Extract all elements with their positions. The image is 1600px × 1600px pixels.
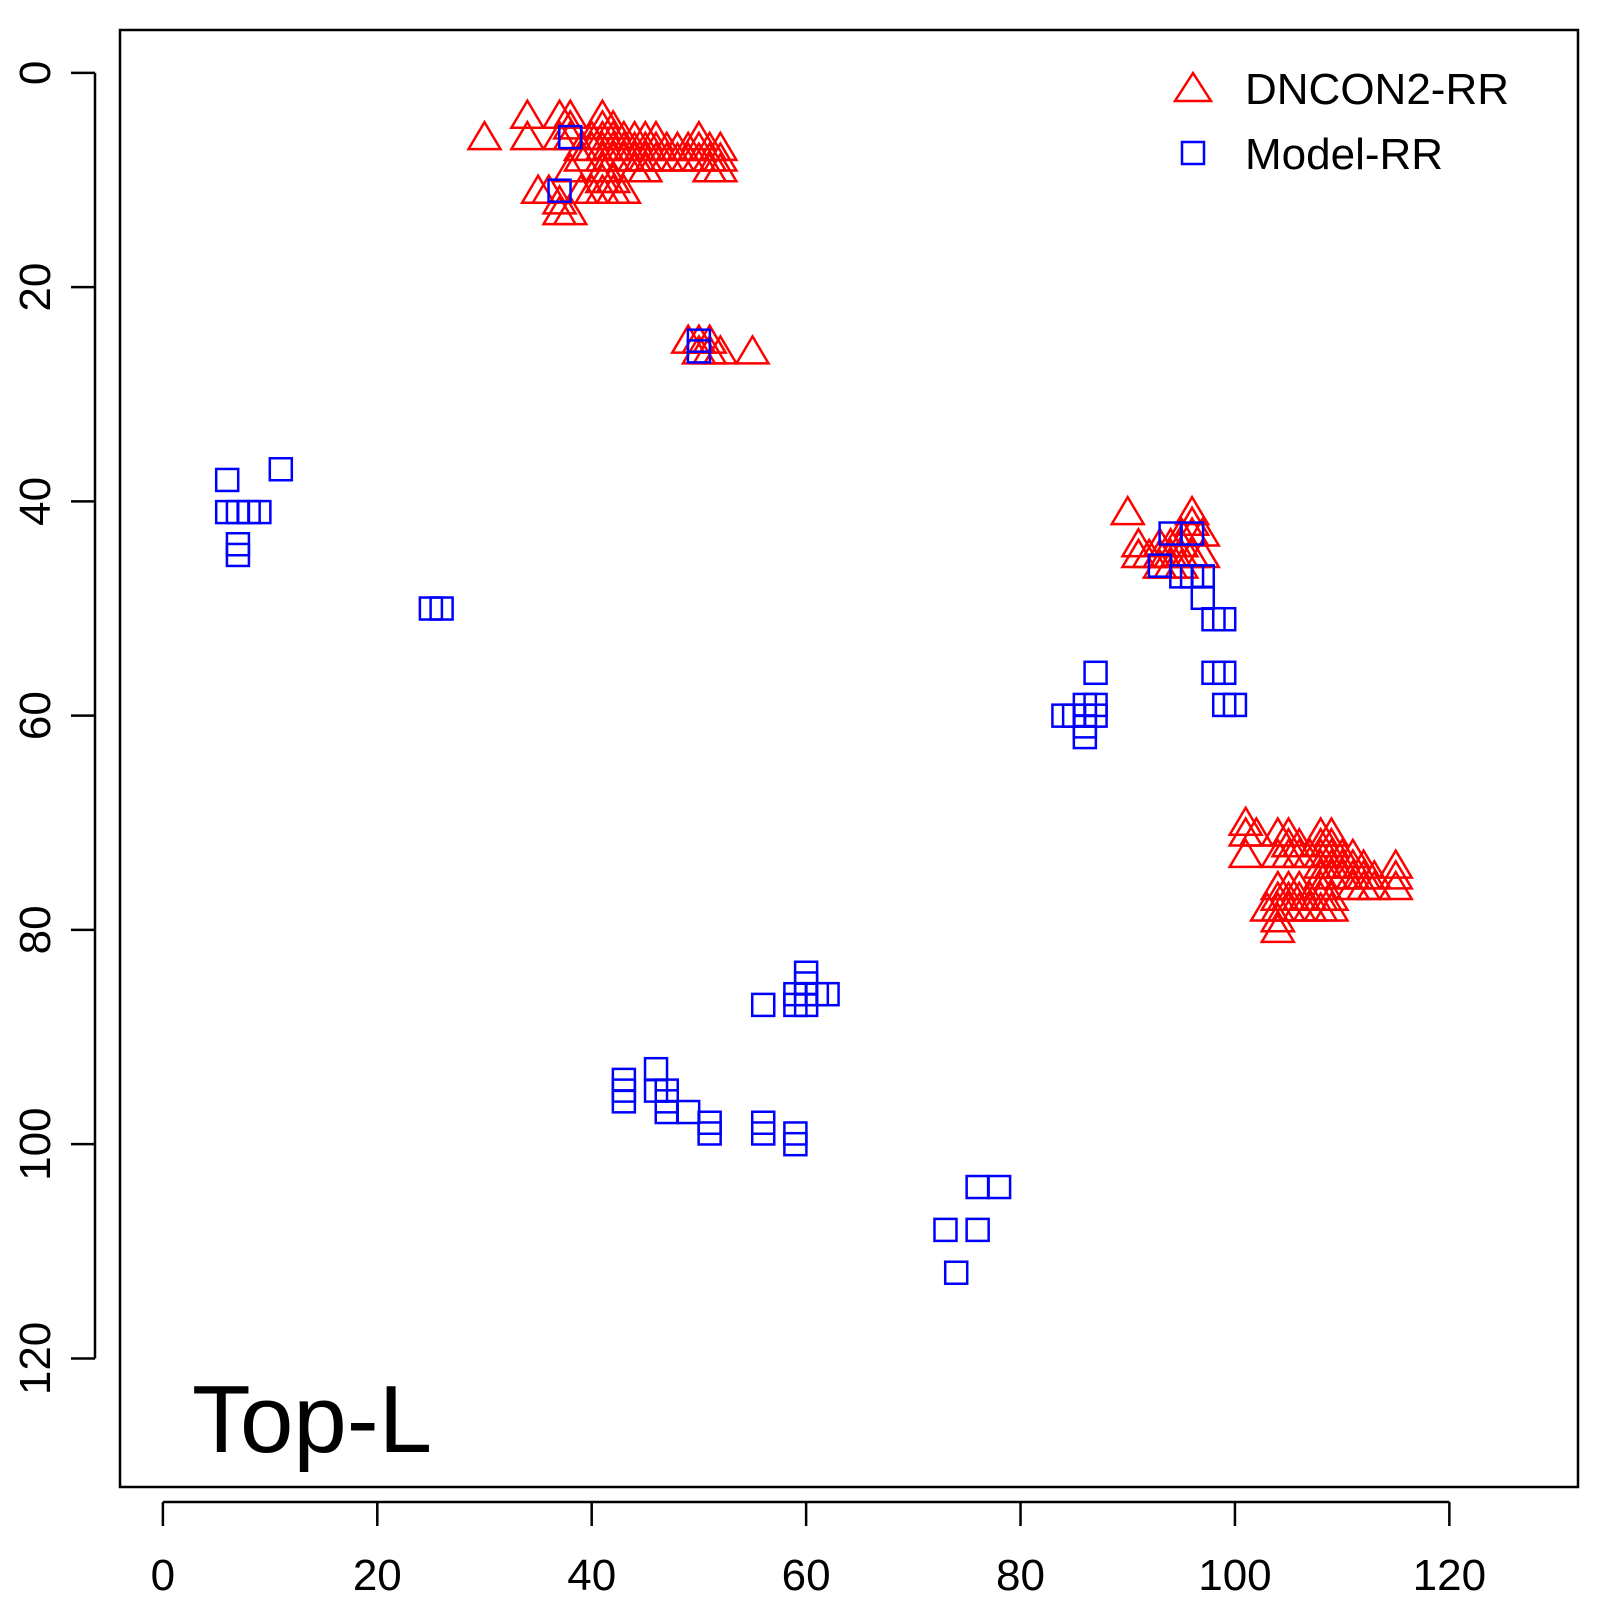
points-layer — [214, 98, 1414, 1285]
data-point-square — [943, 1260, 969, 1285]
data-point-triangle — [702, 130, 739, 162]
data-point-square — [225, 542, 251, 568]
data-point-square — [686, 339, 712, 364]
data-point-triangle — [702, 333, 739, 365]
data-point-triangle — [1109, 494, 1146, 526]
data-point-square — [1222, 692, 1248, 718]
data-point-square — [547, 178, 572, 203]
data-point-square — [815, 981, 840, 1007]
x-tick-label: 120 — [1413, 1551, 1486, 1600]
data-point-square — [697, 1121, 722, 1146]
data-point-square — [1179, 521, 1205, 546]
data-point-triangle — [552, 98, 589, 129]
data-point-triangle — [702, 151, 739, 183]
data-point-square — [933, 1217, 958, 1243]
legend-label-model-rr: Model-RR — [1245, 130, 1443, 179]
y-tick-label: 60 — [11, 691, 60, 740]
x-tick-label: 0 — [151, 1551, 175, 1600]
data-point-triangle — [1238, 816, 1275, 847]
data-point-triangle — [1377, 869, 1414, 901]
data-point-square — [1083, 703, 1108, 728]
data-point-square — [268, 456, 294, 482]
y-tick-label: 20 — [11, 263, 60, 312]
data-point-square — [558, 124, 583, 150]
data-point-triangle — [1173, 494, 1211, 526]
data-point-square — [247, 499, 272, 525]
data-point-square — [750, 992, 776, 1018]
data-point-square — [429, 596, 454, 621]
series-model-rr — [214, 124, 1248, 1285]
legend-label-dncon2-rr: DNCON2-RR — [1245, 65, 1509, 114]
data-point-square — [1211, 660, 1237, 686]
x-axis: 0 20 40 60 80 100 120 — [151, 1500, 1486, 1600]
y-tick-label: 40 — [11, 477, 60, 526]
plot-frame — [118, 28, 1580, 1489]
data-point-square — [783, 1131, 808, 1157]
data-point-triangle — [1313, 891, 1350, 922]
data-point-square — [1083, 660, 1108, 686]
x-tick-label: 20 — [353, 1551, 402, 1600]
data-point-triangle — [509, 119, 546, 151]
y-axis: 0 20 40 60 80 100 120 — [11, 61, 97, 1395]
legend-marker-model-rr — [1180, 140, 1206, 166]
panel-label: Top-L — [192, 1366, 432, 1473]
data-point-triangle — [1377, 848, 1414, 879]
data-point-triangle — [509, 98, 546, 129]
data-point-square — [965, 1217, 990, 1243]
y-tick-label: 100 — [11, 1107, 60, 1180]
data-point-triangle — [1227, 837, 1264, 869]
data-point-triangle — [605, 173, 643, 204]
data-point-triangle — [1313, 816, 1350, 847]
y-tick-label: 120 — [11, 1322, 60, 1395]
x-tick-label: 100 — [1198, 1551, 1271, 1600]
legend-marker-dncon2-rr — [1172, 70, 1214, 103]
data-point-triangle — [466, 119, 503, 151]
y-tick-label: 80 — [11, 905, 60, 954]
data-point-square — [611, 1089, 637, 1114]
data-point-triangle — [1259, 912, 1297, 944]
data-point-square — [214, 467, 240, 493]
y-tick-label: 0 — [11, 61, 60, 85]
data-point-square — [986, 1174, 1012, 1200]
data-point-triangle — [702, 141, 739, 172]
data-point-triangle — [1377, 858, 1414, 890]
x-tick-label: 80 — [996, 1551, 1045, 1600]
data-point-triangle — [734, 333, 771, 365]
x-tick-label: 40 — [567, 1551, 616, 1600]
x-tick-label: 60 — [782, 1551, 831, 1600]
legend: DNCON2-RR Model-RR — [1172, 65, 1509, 179]
data-point-square — [1211, 606, 1237, 632]
data-point-triangle — [552, 194, 589, 226]
data-point-square — [750, 1121, 776, 1146]
